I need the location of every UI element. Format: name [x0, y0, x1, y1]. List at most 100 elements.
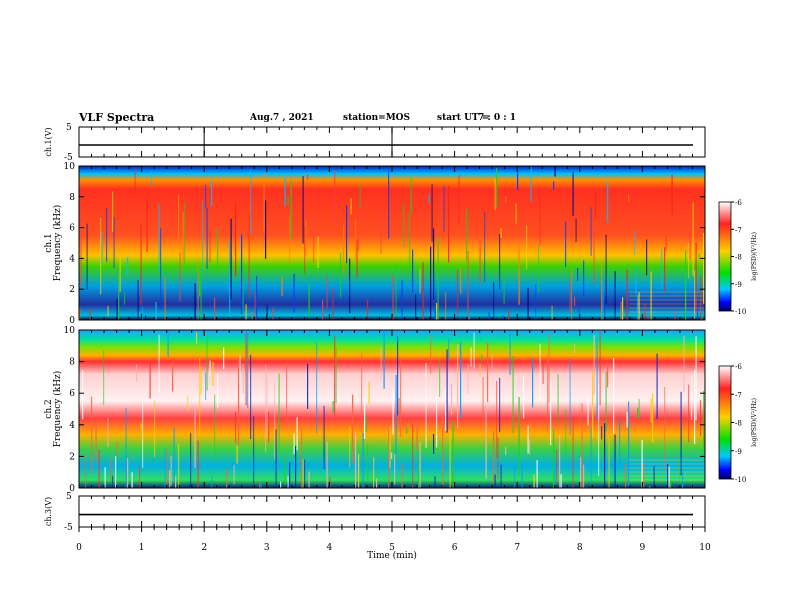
ch1-spectrogram-streak	[443, 185, 445, 233]
ch2-spectrogram-streak	[115, 456, 117, 488]
ch1-spectrogram-streak	[614, 271, 616, 320]
ch2-spectrogram-streak	[265, 364, 267, 453]
ch1-spectrogram-streak	[146, 198, 148, 252]
ch2-spectrogram-streak	[98, 449, 100, 488]
ch1-spectrogram-streak	[80, 216, 82, 287]
ch2-spectrogram-streak	[380, 347, 382, 382]
ch1-spectrogram-streak	[199, 269, 201, 297]
ch2-spectrogram-streak	[352, 394, 354, 464]
ch2-spectrogram-streak	[680, 391, 682, 476]
ch2-spectrogram-streak	[287, 475, 289, 488]
ch1-spectrogram-streak	[182, 212, 184, 264]
ch1-spectrogram-streak	[409, 213, 411, 272]
ch1-spectrogram-streak	[304, 225, 306, 274]
ch2-spectrogram-streak	[200, 366, 202, 395]
ch1-spectrogram-streak	[689, 220, 691, 260]
ch1-spectrogram-streak	[343, 225, 345, 274]
ch1-spectrogram-streak	[346, 205, 348, 264]
ch2-spectrogram-streak	[587, 398, 589, 426]
x-tick-label: 9	[640, 543, 646, 553]
ch1-spectrogram-streak	[698, 252, 700, 260]
ch2-spectrogram-streak	[416, 422, 418, 451]
ch1-spectrogram-streak	[620, 301, 622, 320]
ch2-spectrogram-streak	[389, 426, 391, 469]
ch1-spectrogram-streak	[500, 228, 502, 239]
ch2-spectrogram-streak	[196, 332, 198, 344]
start-time-value: 7 : 0 : 1	[478, 113, 516, 123]
ch1-spectrogram-streak	[142, 306, 144, 320]
x-tick-label: 10	[699, 543, 711, 553]
ch1-spectrogram-streak	[302, 176, 304, 244]
ch2-spectrogram-streak	[226, 468, 228, 488]
ch1-spectrogram-streak	[265, 200, 267, 259]
ch1-spectrogram-streak	[436, 302, 438, 320]
ch1-spectrogram-streak	[583, 260, 585, 297]
ch2-spectrogram-streak	[253, 415, 255, 484]
ch1-spectrogram-streak	[127, 257, 129, 275]
ch1-spectrogram-streak	[266, 305, 268, 316]
ch1-spectrogram-streak	[622, 297, 624, 320]
ch1-spectrogram-streak	[431, 183, 433, 242]
ch2-spectrogram-streak	[178, 444, 180, 488]
ch1-spectrogram-streak	[551, 305, 553, 320]
ch1-spectrogram-streak	[229, 241, 231, 320]
ch2-spectrogram-streak	[368, 381, 370, 404]
ch2-spectrogram-streak	[430, 334, 432, 374]
ch2-spectrogram-streak	[536, 460, 538, 488]
ch2-spectrogram-streak	[82, 370, 84, 420]
ch2-spectrogram-streak	[614, 434, 616, 488]
ch1-spectrogram-streak	[287, 196, 289, 206]
ch1-spectrogram-streak	[374, 319, 376, 320]
ch1-spectrogram-streak	[211, 180, 213, 206]
ch2-spectrogram-streak	[284, 458, 286, 485]
ch2-spectrogram-streak	[497, 437, 499, 480]
ch2-spectrogram-colorbar-label: -10	[735, 476, 746, 484]
ch1-spectrogram-streak	[515, 203, 517, 224]
ch1-spectrogram-streak	[527, 287, 529, 320]
ch2-spectrogram-streak	[448, 337, 450, 361]
ch2-spectrogram-ytick-label: 4	[69, 421, 75, 431]
ch2-spectrogram-ytick-label: 8	[69, 358, 75, 368]
ch2-spectrogram-streak	[199, 358, 201, 436]
ch1-spectrogram-streak	[305, 220, 307, 256]
ch2-spectrogram-ytick-label: 0	[69, 484, 75, 494]
ch1-spectrogram-streak	[349, 258, 351, 314]
ch2-spectrogram-streak	[509, 333, 511, 376]
ch1-spectrogram-streak	[313, 192, 315, 263]
ch1-spectrogram-streak	[505, 196, 507, 203]
ch1-spectrogram-streak	[355, 219, 357, 260]
ch2-spectrogram-streak	[268, 411, 270, 443]
ch1-spectrogram-streak	[395, 263, 397, 318]
ch2-spectrogram-streak	[308, 471, 310, 488]
x-tick-label: 6	[452, 543, 458, 553]
ch1-spectrogram-colorbar-label: -8	[735, 254, 742, 262]
ch2-spectrogram-streak	[289, 462, 291, 488]
ch2-spectrogram-streak	[280, 481, 282, 488]
ch2-spectrogram-streak	[523, 375, 525, 419]
ch2-spectrogram-streak	[460, 342, 462, 419]
ch1-spectrogram-streak	[488, 312, 490, 320]
ch2-spectrogram-streak	[349, 425, 351, 468]
ch2-spectrogram-streak	[245, 332, 247, 406]
ch2-spectrogram-streak	[362, 432, 364, 488]
ch2-spectrogram-streak	[656, 353, 658, 419]
ch2-spectrogram-streak	[209, 360, 211, 377]
ch2-spectrogram-streak	[188, 484, 190, 488]
ch2-spectrogram-streak	[223, 347, 225, 370]
ch2-spectrogram-colorbar-label: -6	[735, 363, 742, 371]
x-tick-label: 8	[577, 543, 583, 553]
ch2-spectrogram-streak	[190, 432, 192, 488]
ch1-spectrogram-streak	[184, 202, 186, 265]
ch1-spectrogram-streak	[496, 167, 498, 208]
ch2-spectrogram-streak	[679, 458, 681, 479]
ch2-spectrogram-streak	[491, 354, 493, 372]
ch1-spectrogram-streak	[601, 259, 603, 320]
ch2-spectrogram-streak	[235, 411, 237, 444]
ch2-spectrogram-streak	[301, 429, 303, 488]
ch1-spectrogram-streak	[695, 242, 697, 313]
ch2-spectrogram-streak	[376, 478, 378, 488]
ch2-spectrogram-streak	[392, 388, 394, 435]
ch2-spectrogram-streak	[95, 422, 97, 462]
ch1-spectrogram-streak	[124, 292, 126, 305]
